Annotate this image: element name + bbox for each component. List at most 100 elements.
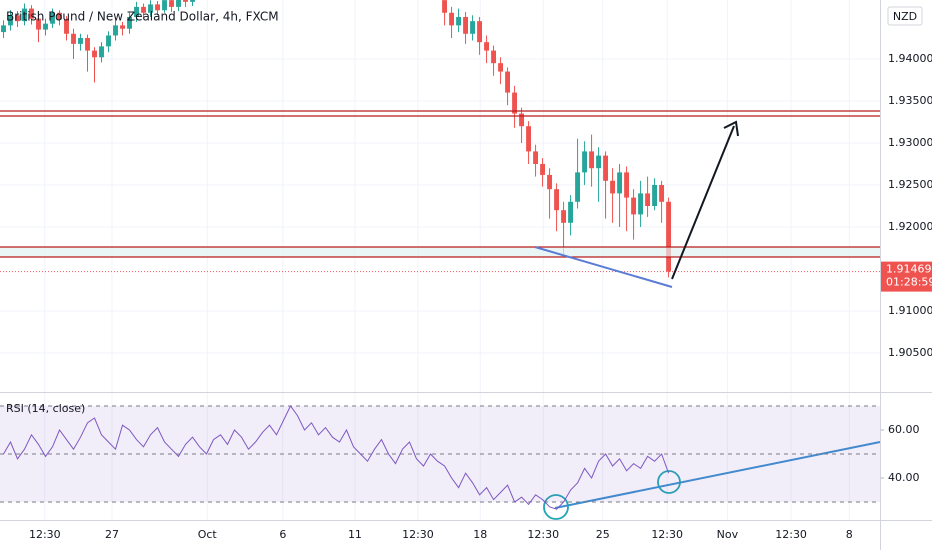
- candle-body: [141, 6, 146, 13]
- candle-body: [575, 172, 581, 202]
- support-zone: [0, 247, 880, 257]
- x-tick-label: 12:30: [651, 528, 683, 541]
- candle-body: [1, 25, 6, 33]
- y-tick-label: 1.93000: [888, 136, 932, 149]
- rsi-tick-label: 40.00: [888, 471, 920, 484]
- candle-body: [589, 151, 595, 169]
- highlight-circle: [657, 470, 681, 494]
- x-tick-label: 12:30: [29, 528, 61, 541]
- candle-body: [148, 4, 153, 13]
- candle-body: [470, 21, 476, 34]
- candle-body: [64, 19, 69, 34]
- candle-body: [43, 23, 48, 30]
- candle-body: [512, 92, 518, 114]
- x-tick-label: 6: [279, 528, 286, 541]
- y-tick-label: 1.92000: [888, 220, 932, 233]
- candle-body: [561, 210, 567, 223]
- candle-body: [36, 18, 41, 30]
- candle-body: [652, 184, 658, 206]
- candle-body: [120, 25, 125, 29]
- y-tick-label: 1.92500: [888, 178, 932, 191]
- arrow-head: [723, 120, 739, 137]
- candle-body: [78, 37, 83, 44]
- candle-body: [505, 71, 511, 93]
- x-tick-label: 12:30: [527, 528, 559, 541]
- candle-body: [484, 42, 490, 51]
- currency[interactable]: NZD: [893, 10, 917, 23]
- candle-body: [638, 193, 644, 215]
- candle-body: [554, 189, 560, 211]
- candle-body: [183, 0, 188, 2]
- candle-body: [99, 46, 104, 58]
- candle-body: [666, 201, 672, 272]
- candle-body: [456, 16, 462, 26]
- rsi-label: RSI (14, close): [6, 402, 85, 415]
- x-tick-label: 12:30: [402, 528, 434, 541]
- candle-body: [498, 63, 504, 72]
- last-price-label: 1.91469: [886, 263, 932, 276]
- rsi-tick-label: 60.00: [888, 423, 920, 436]
- candle-body: [533, 151, 539, 164]
- chart-title: British Pound / New Zealand Dollar, 4h, …: [6, 10, 279, 24]
- candle-body: [106, 35, 111, 47]
- candle-body: [491, 50, 497, 64]
- x-tick-label: 18: [473, 528, 487, 541]
- currency-box[interactable]: [887, 6, 923, 26]
- x-tick-label: Nov: [717, 528, 739, 541]
- y-tick-label: 1.93500: [888, 94, 932, 107]
- x-tick-label: 27: [105, 528, 119, 541]
- candle-body: [15, 15, 20, 22]
- candle-body: [603, 155, 609, 181]
- last-price-box: [881, 261, 932, 292]
- x-tick-label: 11: [348, 528, 362, 541]
- candle-body: [463, 16, 469, 34]
- highlight-circle: [543, 494, 569, 520]
- candle-body: [449, 12, 455, 26]
- x-tick-label: 12:30: [775, 528, 807, 541]
- candle-body: [190, 0, 195, 2]
- trend-line: [534, 246, 673, 288]
- candle-body: [617, 172, 623, 194]
- candle-body: [547, 174, 553, 190]
- candle-body: [50, 12, 55, 24]
- candle-body: [610, 180, 616, 194]
- candle-body: [71, 33, 76, 44]
- candle-body: [596, 155, 602, 169]
- candle-body: [526, 126, 532, 152]
- candle-body: [29, 8, 34, 19]
- y-tick-label: 1.94000: [888, 52, 932, 65]
- candle-body: [155, 4, 160, 11]
- candle-body: [176, 0, 181, 7]
- candle-body: [127, 16, 132, 29]
- candle-body: [645, 193, 651, 206]
- candle-body: [659, 184, 665, 202]
- y-tick-label: 1.90500: [888, 346, 932, 359]
- rsi-line: [3, 405, 670, 510]
- rsi-trend-line: [554, 441, 881, 509]
- x-tick-label: 25: [596, 528, 610, 541]
- candle-body: [540, 163, 546, 175]
- candle-body: [113, 25, 118, 36]
- candle-body: [568, 201, 574, 223]
- x-tick-label: Oct: [198, 528, 218, 541]
- candle-body: [85, 37, 90, 51]
- candle-body: [519, 113, 525, 127]
- candle-body: [169, 0, 174, 7]
- candle-body: [134, 6, 139, 17]
- arrow: [671, 125, 735, 280]
- candle-body: [92, 50, 97, 58]
- y-tick-label: 1.91000: [888, 304, 932, 317]
- candle-body: [8, 15, 13, 26]
- candle-body: [582, 151, 588, 173]
- candle-body: [22, 8, 27, 22]
- countdown: 01:28:59: [886, 276, 932, 289]
- candle-body: [624, 172, 630, 198]
- candle-body: [442, 0, 448, 13]
- candle-body: [631, 197, 637, 215]
- candle-body: [477, 21, 483, 43]
- x-tick-label: 8: [846, 528, 853, 541]
